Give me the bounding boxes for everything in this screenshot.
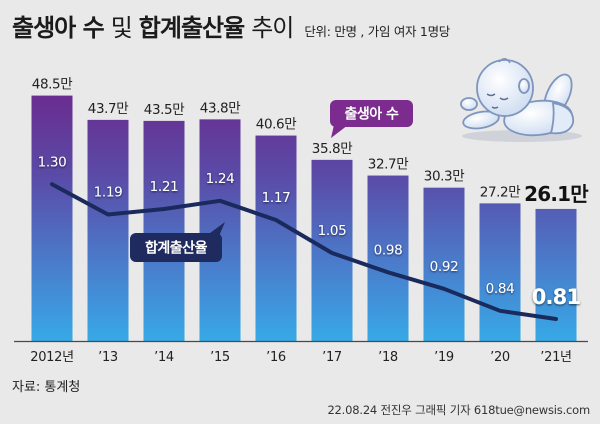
title-fertility-rate: 합계출산율 (138, 14, 245, 42)
baby-eyes (486, 93, 509, 101)
births-callout-pointer (331, 125, 348, 138)
births-callout-label: 출생아 수 (345, 106, 400, 123)
fertility-rate-value-label: 0.92 (430, 259, 459, 275)
births-value-label: 43.8만 (200, 100, 240, 116)
births-value-label: 30.3만 (424, 169, 464, 185)
title-and: 및 (110, 14, 133, 42)
source-note: 자료: 통계청 (12, 380, 81, 395)
fertility-rate-line (50, 182, 558, 321)
births-value-label: 35.8만 (312, 141, 352, 157)
births-value-label: 26.1만 (524, 182, 589, 206)
fertility-rate-value-label: 1.17 (262, 190, 291, 206)
x-tick-label: 2012년 (30, 350, 74, 365)
births-value-label: 40.6만 (256, 117, 296, 133)
births-bar (311, 159, 353, 341)
title-trend: 추이 (251, 14, 294, 42)
x-tick-label: ’14 (154, 350, 174, 365)
fertility-rate-value-label: 1.05 (318, 223, 347, 239)
births-bars (31, 95, 577, 342)
births-value-label: 32.7만 (368, 157, 408, 173)
births-bar (367, 175, 409, 341)
baby-arm (462, 110, 500, 130)
births-value-label: 27.2만 (480, 184, 520, 200)
baby-ear (518, 78, 530, 94)
baby-illustration (460, 58, 582, 142)
baby-diaper (550, 102, 575, 135)
x-tick-label: ’16 (266, 350, 286, 365)
births-value-label: 43.7만 (88, 101, 128, 117)
header: 출생아 수 및 합계출산율 추이 단위: 만명 , 가임 여자 1명당 (12, 12, 450, 44)
births-bar (535, 208, 577, 341)
births-callout-box (330, 100, 413, 127)
unit-note: 단위: 만명 , 가임 여자 1명당 (304, 24, 450, 39)
fertility-rate-value-label: 1.21 (150, 179, 179, 195)
fertility-rate-value-labels: 1.30 1.19 1.21 1.24 1.17 1.05 0.98 0.92 0.84 0.81 (38, 154, 582, 309)
births-bar (143, 120, 185, 341)
births-bar (423, 187, 465, 341)
baby-hair (498, 58, 511, 64)
births-bar (87, 119, 129, 342)
fertility-rate-value-label: 1.19 (94, 185, 123, 201)
fertility-rate-value-label: 0.81 (532, 285, 581, 309)
baby-mouth (491, 106, 499, 109)
fertility-rate-value-label: 0.98 (374, 242, 403, 258)
births-value-label: 48.5만 (32, 77, 72, 93)
x-tick-label: ’13 (98, 350, 118, 365)
x-tick-labels: 2012년 ’13 ’14 ’15 ’16 ’17 ’18 ’19 ’20 ’21년 (30, 350, 572, 365)
title-births: 출생아 수 (12, 14, 105, 42)
x-tick-label: ’21년 (540, 350, 571, 365)
rate-callout-pointer (206, 222, 225, 236)
births-bar (31, 95, 73, 341)
x-tick-label: ’18 (378, 350, 398, 365)
births-value-label: 43.5만 (144, 102, 184, 118)
baby-hand (460, 97, 478, 111)
fertility-rate-value-label: 1.30 (38, 154, 67, 170)
x-tick-label: ’15 (210, 350, 230, 365)
credit-line: 22.08.24 전진우 그래픽 기자 618tue@newsis.com (327, 403, 590, 417)
chart-title: 출생아 수 및 합계출산율 추이 (12, 12, 294, 44)
rate-callout-box (130, 233, 222, 262)
births-bar (255, 135, 297, 341)
fertility-rate-value-label: 0.84 (486, 281, 515, 297)
legend-callout-births: 출생아 수 (330, 100, 413, 138)
baby-head (476, 59, 534, 117)
legend-callout-rate: 합계출산율 (130, 222, 225, 262)
x-tick-label: ’20 (490, 350, 510, 365)
x-tick-label: ’19 (434, 350, 454, 365)
x-tick-label: ’17 (322, 350, 342, 365)
rate-callout-label: 합계출산율 (145, 240, 208, 257)
births-bar (479, 203, 521, 341)
births-value-labels: 48.5만 43.7만 43.5만 43.8만 40.6만 35.8만 32.7만 30.3만… (32, 77, 590, 206)
fertility-rate-value-label: 1.24 (206, 171, 235, 187)
